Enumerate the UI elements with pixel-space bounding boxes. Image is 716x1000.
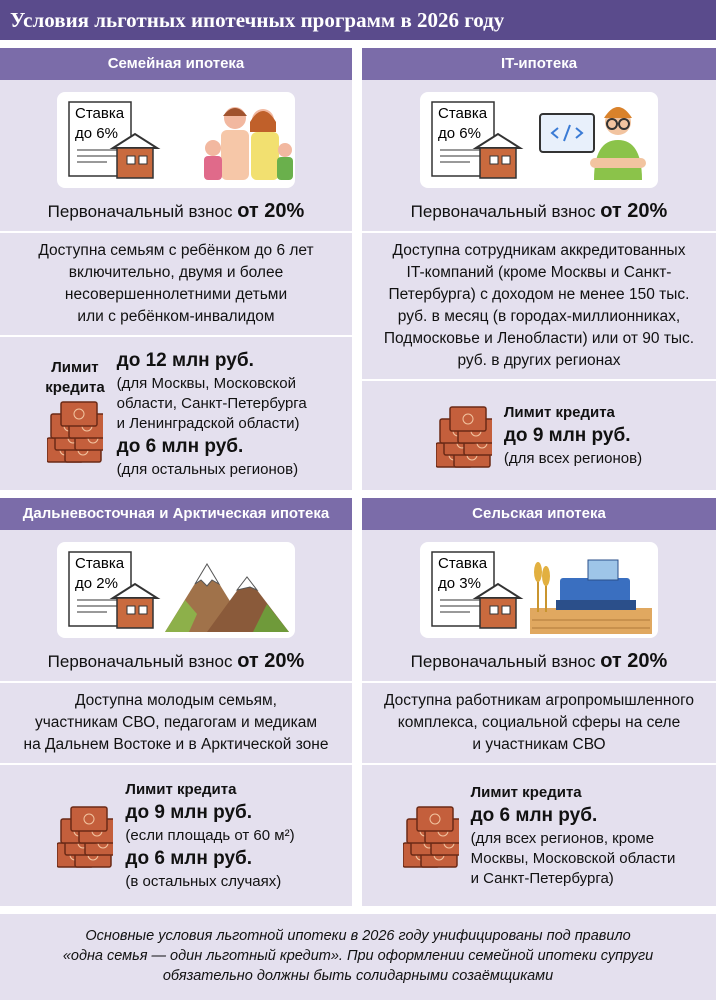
icon-box: Ставка до 3%	[420, 542, 658, 638]
limit-note: и Ленинградской области)	[116, 414, 300, 432]
down-payment-label: Первоначальный взнос	[47, 202, 233, 221]
limit-note: (для Москвы, Московской	[116, 374, 296, 392]
limit-amount: до 12 млн руб.	[116, 349, 254, 371]
limit-note: (в остальных случаях)	[125, 872, 282, 890]
down-payment-label: Первоначальный взнос	[410, 652, 596, 671]
rate-text: Ставка	[438, 555, 488, 572]
card-title: IT-ипотека	[362, 48, 716, 80]
limit-values: Лимит кредита до 9 млн руб. (если площадь …	[125, 780, 294, 892]
down-payment-value: от 20%	[237, 200, 305, 222]
footer-line: обязательно должны быть солидарными соза…	[162, 968, 554, 984]
icon-box: Ставка до 2%	[57, 542, 295, 638]
description-line: Доступна семьям с ребёнком до 6 лет	[38, 242, 314, 259]
description-line: включительно, двумя и более	[68, 264, 284, 281]
rate-text: до 2%	[75, 575, 118, 592]
program-card: IT-ипотека Ставка до 6% Первоначальный взно…	[362, 48, 716, 490]
limit-label: Лимит	[51, 359, 99, 376]
description-line: или с ребёнком-инвалидом	[77, 308, 275, 325]
card-title: Сельская ипотека	[362, 498, 716, 530]
limit-amount: до 9 млн руб.	[125, 801, 253, 823]
limit-note: (если площадь от 60 м²)	[125, 826, 295, 844]
money-icon	[435, 405, 492, 468]
down-payment-label: Первоначальный взнос	[410, 202, 596, 221]
footer-line: Основные условия льготной ипотеки в 2026…	[85, 928, 631, 944]
icon: Ставка до 6%	[68, 101, 293, 180]
page-title: Условия льготных ипотечных программ в 20…	[0, 0, 716, 40]
icon: Ставка до 3%	[431, 551, 652, 634]
limit-values: Лимит кредита до 6 млн руб. (для всех реги…	[471, 783, 676, 889]
description: Доступна молодым семьям, участникам СВО, …	[0, 681, 352, 765]
rate-text: Ставка	[75, 105, 125, 122]
limit-note: (для всех регионов)	[503, 449, 643, 467]
down-payment: Первоначальный взнос от 20%	[362, 200, 716, 223]
rate-text: Ставка	[438, 105, 488, 122]
icon-box: Ставка до 6%	[420, 92, 658, 188]
card-title: Дальневосточная и Арктическая ипотека	[0, 498, 352, 530]
down-payment: Первоначальный взнос от 20%	[362, 650, 716, 673]
down-payment-label: Первоначальный взнос	[47, 652, 233, 671]
description-line: Доступна работникам агропромышленного	[383, 692, 695, 709]
footer-line: «одна семья — один льготный кредит». При…	[62, 948, 654, 964]
description-line: Петербурга) с доходом не менее 150 тыс.	[388, 286, 690, 303]
description-line: несовершеннолетними детьми	[64, 286, 288, 303]
limit-values: Лимит кредита до 9 млн руб. (для всех реги…	[504, 403, 642, 469]
limit-note: области, Санкт-Петербурга	[116, 394, 307, 412]
rate-text: до 6%	[75, 125, 118, 142]
description-line: Доступна сотрудникам аккредитованных	[392, 242, 686, 259]
limit-amount: до 6 млн руб.	[116, 435, 244, 457]
limit-label: Лимит кредита	[125, 780, 237, 798]
icon: Ставка до 6%	[431, 101, 646, 180]
limit-note: и Санкт-Петербурга)	[470, 869, 614, 887]
description-line: руб. в месяц (в городах-миллионниках,	[397, 308, 681, 325]
limit-note: Москвы, Московской области	[470, 849, 676, 867]
program-card: Дальневосточная и Арктическая ипотека Ста…	[0, 498, 352, 906]
limit-note: (для остальных регионов)	[116, 460, 299, 478]
description-line: на Дальнем Востоке и в Арктической зоне	[23, 736, 329, 753]
limit-block: Лимит кредита до 9 млн руб. (если площадь …	[0, 765, 352, 906]
program-card: Семейная ипотека Ставка до 6% Первоначальны…	[0, 48, 352, 490]
rate-text: до 3%	[438, 575, 481, 592]
description-line: комплекса, социальной сферы на селе	[397, 714, 681, 731]
limit-block: Лимит кредита до 12 млн руб. (для Москвы, М…	[0, 337, 352, 490]
rate-text: Ставка	[75, 555, 125, 572]
program-card: Сельская ипотека Ставка до 3% Первоначальны…	[362, 498, 716, 906]
money-icon	[46, 401, 112, 463]
footer: Основные условия льготной ипотеки в 2026…	[0, 914, 716, 1000]
down-payment-value: от 20%	[600, 200, 668, 222]
limit-label: Лимит кредита	[503, 403, 615, 421]
limit-note: (для всех регионов, кроме	[470, 829, 655, 847]
down-payment: Первоначальный взнос от 20%	[0, 650, 352, 673]
description-line: и участникам СВО	[472, 736, 606, 753]
limit-amount: до 9 млн руб.	[503, 424, 631, 446]
limit-label: кредита	[45, 379, 105, 396]
limit-amount: до 6 млн руб.	[470, 804, 598, 826]
description: Доступна работникам агропромышленного ком…	[362, 681, 716, 765]
money-icon	[402, 805, 459, 868]
limit-block: Лимит кредита до 9 млн руб. (для всех реги…	[362, 381, 716, 490]
description-line: участникам СВО, педагогам и медикам	[34, 714, 318, 731]
description: Доступна семьям с ребёнком до 6 лет включ…	[0, 231, 352, 337]
icon-box: Ставка до 6%	[57, 92, 295, 188]
rate-text: до 6%	[438, 125, 481, 142]
limit-values: до 12 млн руб. (для Москвы, Московской обл…	[117, 348, 307, 480]
money-icon	[57, 805, 114, 868]
description-line: IT-компаний (кроме Москвы и Санкт-	[406, 264, 672, 281]
icon: Ставка до 2%	[68, 551, 289, 632]
down-payment: Первоначальный взнос от 20%	[0, 200, 352, 223]
limit-block: Лимит кредита до 6 млн руб. (для всех реги…	[362, 765, 716, 906]
description: Доступна сотрудникам аккредитованных IT-к…	[362, 231, 716, 381]
limit-label: Лимит кредита	[470, 783, 582, 801]
down-payment-value: от 20%	[237, 650, 305, 672]
description-line: руб. в других регионах	[457, 352, 621, 369]
down-payment-value: от 20%	[600, 650, 668, 672]
limit-amount: до 6 млн руб.	[125, 847, 253, 869]
description-line: Подмосковье и Ленобласти) или от 90 тыс.	[383, 330, 695, 347]
description-line: Доступна молодым семьям,	[75, 692, 277, 709]
card-title: Семейная ипотека	[0, 48, 352, 80]
limit-label-col: Лимит кредита	[45, 358, 112, 469]
